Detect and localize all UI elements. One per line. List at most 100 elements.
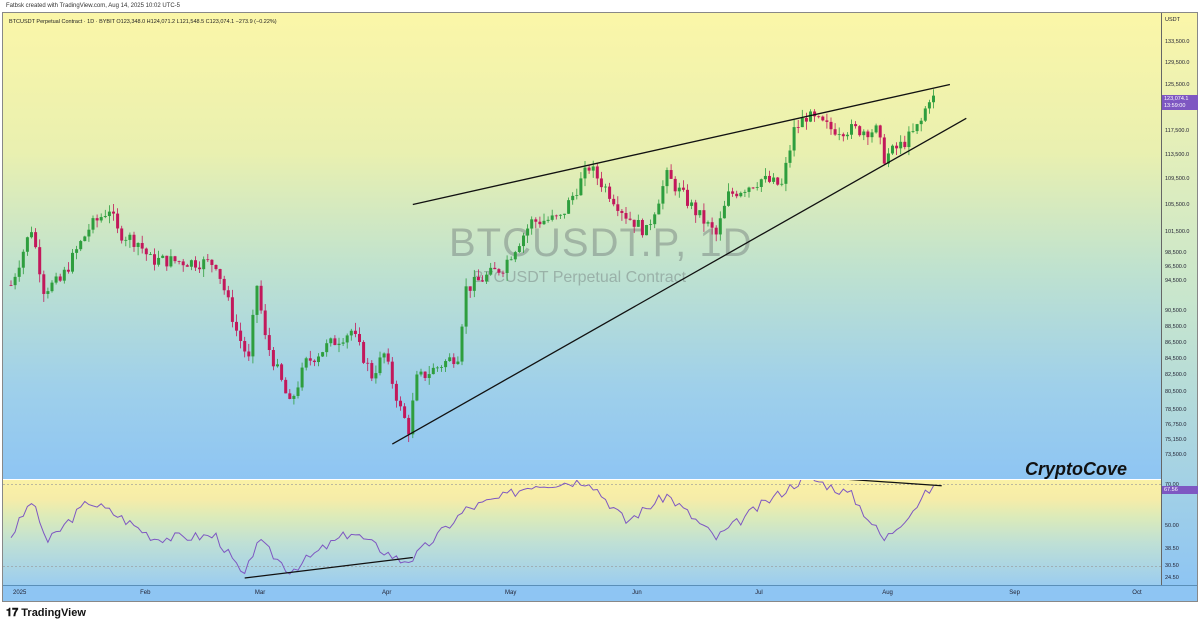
candle-down bbox=[858, 126, 862, 136]
candle-down bbox=[624, 213, 628, 219]
time-tick-label: Mar bbox=[254, 590, 266, 596]
candle-up bbox=[591, 166, 595, 171]
candle-down bbox=[804, 117, 808, 122]
candle-up bbox=[891, 145, 894, 154]
candle-down bbox=[776, 177, 780, 185]
candle-down bbox=[140, 242, 144, 249]
candle-up bbox=[202, 259, 206, 270]
candle-down bbox=[267, 335, 271, 351]
candle-down bbox=[185, 265, 189, 267]
candle-up bbox=[71, 252, 74, 272]
candle-up bbox=[645, 225, 648, 236]
candle-down bbox=[198, 267, 202, 270]
candle-up bbox=[17, 267, 21, 277]
price-tick-label: 109,500.0 bbox=[1165, 176, 1190, 183]
candle-down bbox=[230, 297, 234, 322]
brand-signature: CryptoCove bbox=[1025, 459, 1128, 479]
candle-down bbox=[452, 357, 456, 365]
candle-down bbox=[534, 219, 538, 222]
candle-up bbox=[784, 162, 788, 184]
candle-up bbox=[579, 178, 583, 196]
candle-up bbox=[317, 356, 320, 363]
candle-down bbox=[751, 187, 755, 189]
watermark-symbol: BTCUSDT.P, 1D bbox=[449, 221, 753, 265]
candle-up bbox=[845, 134, 849, 137]
candle-up bbox=[850, 124, 853, 135]
candle-down bbox=[399, 400, 402, 407]
candle-up bbox=[558, 214, 562, 216]
candle-up bbox=[62, 269, 66, 281]
candle-up bbox=[349, 330, 353, 336]
candle-up bbox=[530, 219, 534, 229]
price-axis[interactable]: USDT 133,500.0 129,500.0 125,500.0 117,500.… bbox=[1161, 13, 1198, 585]
candle-down bbox=[710, 222, 714, 228]
time-tick-label: Oct bbox=[1132, 590, 1142, 596]
candle-up bbox=[755, 186, 759, 188]
candle-down bbox=[497, 269, 501, 273]
candle-down bbox=[903, 141, 907, 148]
candle-up bbox=[54, 276, 58, 283]
candle-down bbox=[226, 290, 230, 298]
candle-up bbox=[907, 131, 911, 148]
candle-down bbox=[825, 120, 829, 122]
candle-up bbox=[727, 191, 730, 206]
last-price-badge: 123,074.1 bbox=[1162, 94, 1198, 103]
candle-up bbox=[329, 338, 333, 344]
candle-up bbox=[899, 141, 903, 149]
candle-down bbox=[538, 221, 542, 225]
price-tick-label: 129,500.0 bbox=[1165, 60, 1190, 67]
candle-up bbox=[464, 286, 468, 327]
candle-up bbox=[571, 195, 575, 201]
candle-down bbox=[702, 210, 706, 224]
candle-up bbox=[460, 326, 464, 362]
candle-down bbox=[206, 259, 210, 261]
time-tick-label: Sep bbox=[1009, 590, 1020, 596]
rsi-tick-label: 30.50 bbox=[1165, 562, 1179, 569]
candle-up bbox=[107, 211, 111, 217]
price-tick-label: 88,500.0 bbox=[1165, 323, 1187, 330]
candle-down bbox=[817, 116, 821, 118]
candle-up bbox=[25, 237, 29, 252]
price-pane[interactable]: BTCUSDT.P, 1D BTCUSDT Perpetual Contract… bbox=[3, 13, 1161, 479]
rsi-trendline bbox=[848, 480, 942, 487]
candle-up bbox=[304, 358, 308, 368]
candle-down bbox=[841, 134, 845, 137]
candle-down bbox=[194, 260, 197, 268]
candle-up bbox=[657, 203, 661, 215]
candle-up bbox=[505, 259, 509, 273]
candle-down bbox=[243, 340, 247, 352]
candle-down bbox=[362, 342, 366, 363]
candle-down bbox=[333, 338, 337, 346]
rsi-trendline bbox=[244, 556, 413, 579]
candle-up bbox=[444, 361, 448, 368]
candle-up bbox=[636, 220, 640, 227]
candle-down bbox=[895, 145, 899, 149]
candle-down bbox=[288, 393, 292, 399]
candle-up bbox=[809, 111, 812, 122]
candle-down bbox=[95, 218, 99, 221]
candle-down bbox=[210, 259, 214, 265]
candle-up bbox=[563, 213, 566, 215]
candle-up bbox=[161, 255, 165, 258]
candle-up bbox=[837, 134, 841, 136]
candle-down bbox=[481, 280, 484, 282]
tradingview-logo: 𝟏𝟕 TradingView bbox=[6, 607, 86, 620]
candle-down bbox=[554, 215, 558, 217]
candle-up bbox=[932, 95, 935, 103]
candle-up bbox=[915, 124, 919, 132]
candle-down bbox=[120, 228, 124, 241]
time-axis[interactable]: 2025 Feb Mar Apr May Jun Jul Aug Sep Oct bbox=[3, 585, 1197, 601]
price-tick-label: 125,500.0 bbox=[1165, 82, 1190, 88]
candle-down bbox=[132, 234, 136, 247]
price-tick-label: 73,500.0 bbox=[1165, 452, 1187, 459]
candle-down bbox=[9, 284, 13, 286]
candle-up bbox=[706, 222, 710, 224]
currency-label: USDT bbox=[1165, 17, 1180, 23]
candle-up bbox=[255, 285, 259, 315]
rsi-pane[interactable] bbox=[3, 480, 1161, 585]
candle-up bbox=[378, 357, 382, 374]
candle-down bbox=[394, 383, 398, 401]
candle-down bbox=[38, 247, 42, 275]
candle-up bbox=[148, 254, 152, 256]
candle-down bbox=[247, 351, 251, 357]
